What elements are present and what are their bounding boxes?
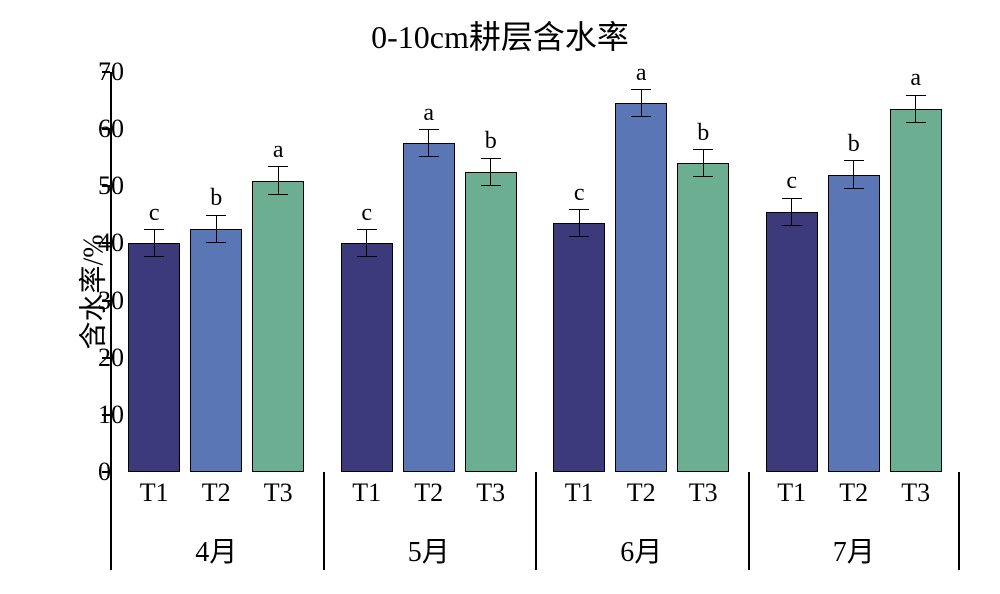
error-bar bbox=[915, 95, 916, 122]
series-label: T2 bbox=[190, 478, 242, 508]
significance-label: c bbox=[134, 200, 174, 227]
error-cap bbox=[419, 129, 439, 130]
bar-T3 bbox=[677, 163, 729, 472]
error-bar bbox=[216, 215, 217, 242]
error-cap bbox=[569, 236, 589, 237]
error-bar bbox=[428, 130, 429, 157]
series-label: T1 bbox=[766, 478, 818, 508]
error-cap bbox=[481, 158, 501, 159]
group-label: 6月 bbox=[535, 530, 748, 570]
bar-T2 bbox=[190, 229, 242, 472]
significance-label: a bbox=[896, 65, 936, 92]
error-cap bbox=[206, 215, 226, 216]
series-label: T3 bbox=[465, 478, 517, 508]
error-cap bbox=[569, 209, 589, 210]
bar-T1 bbox=[341, 243, 393, 472]
bar-T2 bbox=[615, 103, 667, 472]
significance-label: c bbox=[559, 180, 599, 207]
error-cap bbox=[357, 256, 377, 257]
error-cap bbox=[906, 122, 926, 123]
bar-T3 bbox=[890, 109, 942, 472]
group-label: 4月 bbox=[110, 530, 323, 570]
error-bar bbox=[641, 90, 642, 117]
error-bar bbox=[490, 158, 491, 185]
series-label: T3 bbox=[890, 478, 942, 508]
error-bar bbox=[154, 230, 155, 257]
series-label: T1 bbox=[553, 478, 605, 508]
error-bar bbox=[579, 210, 580, 237]
plot-area: 010203040506070cT1bT2aT34月cT1aT2bT35月cT1… bbox=[110, 72, 960, 472]
significance-label: c bbox=[347, 200, 387, 227]
significance-label: a bbox=[621, 60, 661, 87]
error-bar bbox=[366, 230, 367, 257]
chart-title: 0-10cm耕层含水率 bbox=[0, 12, 1000, 58]
error-bar bbox=[703, 150, 704, 177]
error-cap bbox=[782, 198, 802, 199]
series-label: T2 bbox=[403, 478, 455, 508]
bar-T1 bbox=[766, 212, 818, 472]
chart-page: 0-10cm耕层含水率 含水率/% 010203040506070cT1bT2a… bbox=[0, 0, 1000, 594]
bar-T2 bbox=[403, 143, 455, 472]
error-cap bbox=[693, 176, 713, 177]
bar-T1 bbox=[128, 243, 180, 472]
error-cap bbox=[419, 156, 439, 157]
bar-T3 bbox=[252, 181, 304, 472]
series-label: T3 bbox=[677, 478, 729, 508]
significance-label: b bbox=[471, 128, 511, 155]
error-cap bbox=[631, 116, 651, 117]
series-label: T2 bbox=[828, 478, 880, 508]
bar-T3 bbox=[465, 172, 517, 472]
series-label: T2 bbox=[615, 478, 667, 508]
error-cap bbox=[357, 229, 377, 230]
error-cap bbox=[844, 188, 864, 189]
error-bar bbox=[791, 198, 792, 225]
group-separator bbox=[535, 472, 537, 570]
bar-T2 bbox=[828, 175, 880, 472]
error-cap bbox=[268, 166, 288, 167]
group-label: 5月 bbox=[323, 530, 536, 570]
error-cap bbox=[693, 149, 713, 150]
series-label: T3 bbox=[252, 478, 304, 508]
error-cap bbox=[782, 225, 802, 226]
error-bar bbox=[278, 167, 279, 194]
error-cap bbox=[631, 89, 651, 90]
error-cap bbox=[144, 229, 164, 230]
group-label: 7月 bbox=[748, 530, 961, 570]
error-bar bbox=[853, 161, 854, 188]
error-cap bbox=[268, 194, 288, 195]
group-separator bbox=[748, 472, 750, 570]
error-cap bbox=[144, 256, 164, 257]
significance-label: b bbox=[834, 131, 874, 158]
significance-label: a bbox=[258, 137, 298, 164]
series-label: T1 bbox=[341, 478, 393, 508]
error-cap bbox=[206, 242, 226, 243]
significance-label: b bbox=[196, 185, 236, 212]
series-label: T1 bbox=[128, 478, 180, 508]
error-cap bbox=[844, 160, 864, 161]
significance-label: c bbox=[772, 168, 812, 195]
significance-label: a bbox=[409, 100, 449, 127]
significance-label: b bbox=[683, 120, 723, 147]
group-separator bbox=[323, 472, 325, 570]
error-cap bbox=[481, 185, 501, 186]
error-cap bbox=[906, 95, 926, 96]
group-separator bbox=[110, 472, 112, 570]
group-separator bbox=[958, 472, 960, 570]
bar-T1 bbox=[553, 223, 605, 472]
